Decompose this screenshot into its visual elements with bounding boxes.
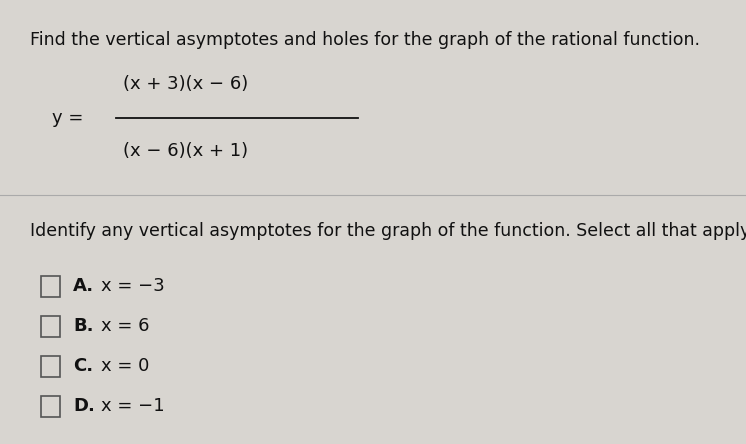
Text: y =: y = <box>52 109 84 127</box>
Text: (x − 6)(x + 1): (x − 6)(x + 1) <box>123 142 248 160</box>
Text: (x + 3)(x − 6): (x + 3)(x − 6) <box>123 75 248 93</box>
Text: x = −1: x = −1 <box>101 397 164 415</box>
Text: Find the vertical asymptotes and holes for the graph of the rational function.: Find the vertical asymptotes and holes f… <box>30 31 700 49</box>
Text: Identify any vertical asymptotes for the graph of the function. Select all that : Identify any vertical asymptotes for the… <box>30 222 746 240</box>
Text: x = 0: x = 0 <box>101 357 149 375</box>
Text: D.: D. <box>73 397 95 415</box>
Text: C.: C. <box>73 357 93 375</box>
Text: x = 6: x = 6 <box>101 317 149 335</box>
Text: x = −3: x = −3 <box>101 278 164 295</box>
Text: A.: A. <box>73 278 94 295</box>
Text: B.: B. <box>73 317 93 335</box>
